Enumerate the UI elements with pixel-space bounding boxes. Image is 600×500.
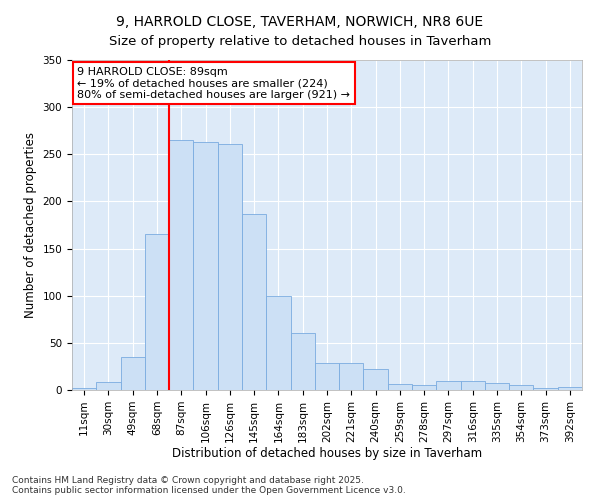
Bar: [290, 334, 315, 390]
Text: 9, HARROLD CLOSE, TAVERHAM, NORWICH, NR8 6UE: 9, HARROLD CLOSE, TAVERHAM, NORWICH, NR8…: [116, 15, 484, 29]
Text: Size of property relative to detached houses in Taverham: Size of property relative to detached ho…: [109, 35, 491, 48]
Y-axis label: Number of detached properties: Number of detached properties: [24, 132, 37, 318]
Bar: [315, 362, 339, 390]
Bar: [533, 388, 558, 390]
Bar: [558, 387, 582, 390]
Bar: [96, 382, 121, 390]
Bar: [242, 214, 266, 390]
Bar: [145, 234, 169, 390]
Bar: [339, 362, 364, 390]
Bar: [436, 380, 461, 390]
Bar: [364, 370, 388, 390]
Bar: [509, 386, 533, 390]
Text: 9 HARROLD CLOSE: 89sqm
← 19% of detached houses are smaller (224)
80% of semi-de: 9 HARROLD CLOSE: 89sqm ← 19% of detached…: [77, 66, 350, 100]
Bar: [121, 357, 145, 390]
Bar: [218, 144, 242, 390]
Bar: [72, 388, 96, 390]
Bar: [412, 386, 436, 390]
Bar: [193, 142, 218, 390]
Bar: [461, 380, 485, 390]
Bar: [169, 140, 193, 390]
Bar: [388, 384, 412, 390]
X-axis label: Distribution of detached houses by size in Taverham: Distribution of detached houses by size …: [172, 448, 482, 460]
Bar: [485, 384, 509, 390]
Text: Contains HM Land Registry data © Crown copyright and database right 2025.
Contai: Contains HM Land Registry data © Crown c…: [12, 476, 406, 495]
Bar: [266, 296, 290, 390]
